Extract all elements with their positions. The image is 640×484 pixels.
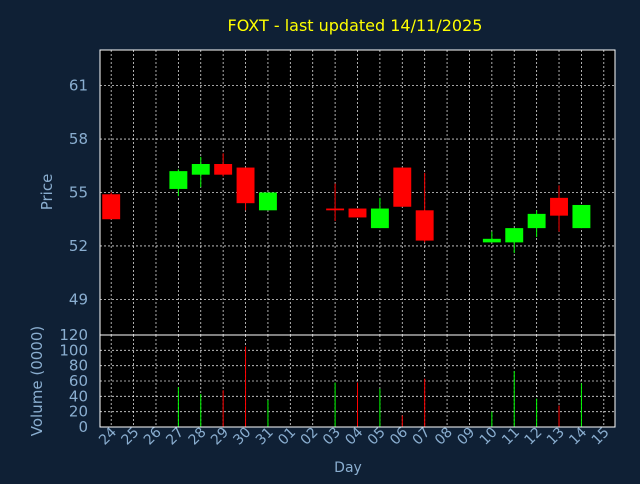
x-tick-label: 08 — [432, 425, 456, 449]
x-tick-label: 09 — [454, 425, 478, 449]
x-tick-label: 15 — [589, 425, 613, 449]
chart-title: FOXT - last updated 14/11/2025 — [228, 16, 483, 35]
x-tick-label: 05 — [365, 425, 389, 449]
x-tick-label: 31 — [253, 425, 277, 449]
candle-body — [572, 204, 591, 229]
price-tick-label: 61 — [69, 77, 88, 95]
volume-tick-label: 0 — [78, 418, 88, 436]
x-tick-label: 29 — [208, 425, 232, 449]
volume-tick-label: 40 — [69, 387, 88, 405]
volume-axis-label: Volume (0000) — [28, 326, 46, 436]
x-tick-label: 14 — [566, 424, 590, 448]
x-axis-label: Day — [334, 460, 362, 476]
candle-body — [191, 164, 210, 175]
price-tick-label: 52 — [69, 237, 88, 255]
candle-body — [236, 167, 255, 204]
x-tick-label: 06 — [387, 424, 411, 448]
candle-body — [415, 210, 434, 241]
candle-body — [326, 208, 345, 211]
candle-body — [393, 167, 412, 207]
x-tick-label: 28 — [186, 425, 210, 449]
candle-body — [505, 228, 524, 243]
x-tick-label: 25 — [118, 425, 142, 449]
x-tick-label: 11 — [499, 425, 523, 449]
volume-tick-label: 60 — [69, 372, 88, 390]
candle-body — [214, 164, 233, 175]
x-tick-label: 26 — [141, 424, 165, 448]
price-tick-label: 55 — [69, 184, 88, 202]
candle-body — [482, 238, 501, 243]
candle-body — [550, 197, 568, 216]
price-tick-label: 49 — [69, 290, 88, 308]
x-tick-label: 30 — [230, 425, 254, 449]
x-tick-label: 24 — [96, 424, 120, 448]
x-tick-label: 03 — [320, 425, 344, 449]
x-tick-label: 13 — [544, 425, 568, 449]
candle-body — [370, 208, 389, 229]
candle-body — [258, 192, 277, 211]
x-tick-label: 10 — [477, 425, 501, 449]
volume-tick-label: 100 — [59, 341, 88, 359]
price-axis-label: Price — [38, 174, 56, 211]
volume-plot-border — [99, 334, 616, 428]
x-tick-label: 02 — [298, 425, 322, 449]
volume-tick-label: 120 — [59, 326, 88, 344]
candle-body — [102, 194, 121, 220]
x-tick-label: 07 — [410, 425, 434, 449]
x-tick-label: 12 — [522, 425, 546, 449]
x-tick-label: 01 — [275, 425, 299, 449]
price-tick-label: 58 — [69, 130, 88, 148]
volume-tick-label: 20 — [69, 403, 88, 421]
x-tick-label: 27 — [163, 425, 187, 449]
candle-body — [348, 208, 367, 218]
candle-body — [169, 171, 188, 189]
x-tick-label: 04 — [342, 424, 366, 448]
volume-tick-label: 80 — [69, 357, 88, 375]
candle-body — [527, 213, 546, 229]
